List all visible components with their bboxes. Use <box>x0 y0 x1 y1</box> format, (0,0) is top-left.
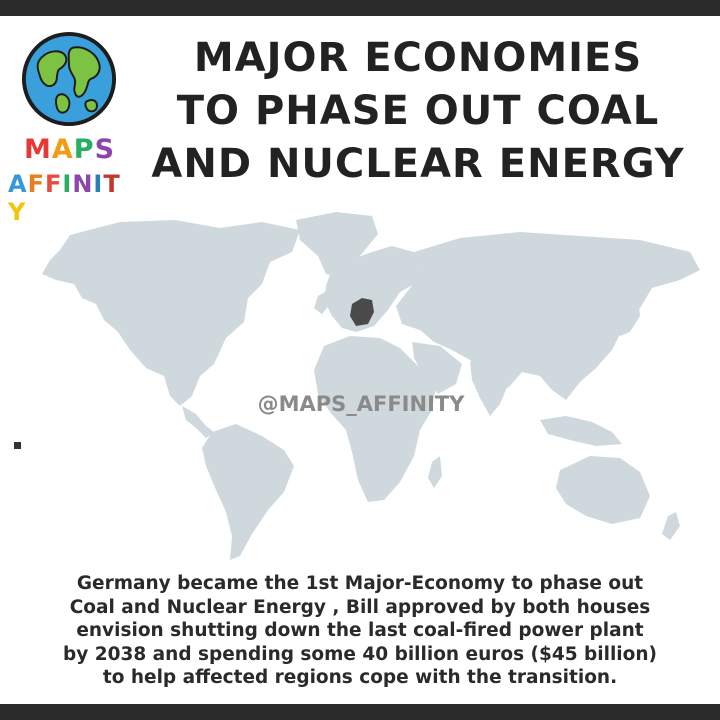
asia <box>396 232 700 400</box>
new-zealand <box>662 512 680 540</box>
maps-affinity-logo: MAPS AFFINITY <box>8 30 122 226</box>
europe <box>324 246 426 332</box>
logo-text-affinity: AFFINITY <box>8 170 128 226</box>
arabia <box>412 342 462 394</box>
caption-line: Coal and Nuclear Energy , Bill approved … <box>69 596 651 618</box>
logo-letter: N <box>72 170 94 198</box>
globe-icon <box>21 31 117 127</box>
southeast-asia-islands <box>540 416 622 446</box>
logo-letter: P <box>73 134 95 165</box>
madagascar <box>428 456 442 488</box>
page-title: MAJOR ECONOMIES TO PHASE OUT COAL AND NU… <box>126 32 710 191</box>
south-america <box>202 424 294 560</box>
logo-letter: M <box>24 134 52 165</box>
watermark-text: @MAPS_AFFINITY <box>257 392 465 416</box>
title-line: MAJOR ECONOMIES <box>193 35 643 81</box>
logo-letter: I <box>62 170 73 198</box>
caption-line: to help affected regions cope with the t… <box>102 667 618 688</box>
japan <box>618 298 640 336</box>
small-marker <box>14 442 21 449</box>
caption-line: Germany became the 1st Major-Economy to … <box>76 573 644 594</box>
central-america <box>182 406 214 438</box>
top-border-bar <box>0 0 720 16</box>
logo-letter: T <box>103 170 121 198</box>
caption-line: by 2038 and spending some 40 billion eur… <box>63 643 657 665</box>
uk <box>314 290 330 314</box>
logo-letter: F <box>44 170 63 198</box>
india <box>470 362 510 416</box>
logo-letter: S <box>94 134 116 165</box>
bottom-border-bar <box>0 704 720 720</box>
logo-text-maps: MAPS <box>24 134 144 165</box>
africa <box>314 336 436 502</box>
logo-letter: I <box>93 170 104 198</box>
title-line: AND NUCLEAR ENERGY <box>151 141 685 187</box>
caption-line: envision shutting down the last coal-fir… <box>76 620 644 641</box>
north-america <box>42 220 300 406</box>
logo-letter: Y <box>8 198 27 226</box>
logo-letter: A <box>51 134 74 165</box>
world-map <box>42 212 700 560</box>
greenland <box>296 212 378 276</box>
title-line: TO PHASE OUT COAL <box>176 88 660 134</box>
australia <box>556 456 650 524</box>
caption-text: Germany became the 1st Major-Economy to … <box>8 572 712 690</box>
logo-letter: F <box>27 170 45 198</box>
logo-letter: A <box>8 170 28 198</box>
germany-highlight <box>350 298 374 326</box>
